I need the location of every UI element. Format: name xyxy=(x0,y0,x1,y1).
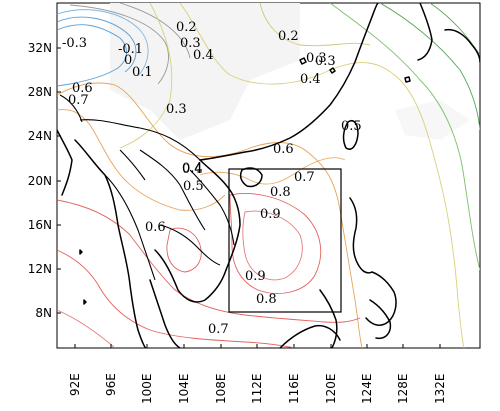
contour-label: 0.6 xyxy=(145,220,166,235)
border-misc xyxy=(119,149,146,181)
coastline-visayas xyxy=(365,271,397,326)
contour-label: -0.1 xyxy=(118,42,143,57)
contour-label: 0.4 xyxy=(300,72,321,87)
contour-label: 0.7 xyxy=(208,322,229,337)
contour-label: 0.3 xyxy=(180,36,201,51)
lon-tick-label: 112E xyxy=(250,374,264,405)
contour-label: 0.6 xyxy=(273,142,294,157)
contour-line-yellow-a xyxy=(179,3,465,348)
coastline-island-e xyxy=(83,299,87,305)
plateau-shading-small xyxy=(395,100,470,140)
lat-tick-label: 32N xyxy=(28,41,52,55)
contour-line-gray-a xyxy=(69,4,169,85)
contour-label: 0.9 xyxy=(260,207,281,222)
contour-label: 0 xyxy=(124,53,132,68)
contour-label: 0.8 xyxy=(256,292,277,307)
lon-tick-label: 128E xyxy=(396,374,410,405)
border-laos xyxy=(139,149,206,231)
contour-label: 0.5 xyxy=(183,179,204,194)
lat-tick-label: 24N xyxy=(28,129,52,143)
contour-line-yellow-b xyxy=(119,3,173,149)
lon-tick-label: 120E xyxy=(324,374,338,405)
border-china-south xyxy=(79,119,201,161)
contour-line-orange-b xyxy=(57,109,226,211)
contour-label: 0.7 xyxy=(294,170,315,185)
coastline-mindanao xyxy=(369,299,392,340)
lon-tick-label: 100E xyxy=(140,374,154,405)
border-myanmar-thailand xyxy=(104,174,156,281)
contour-line-green-a xyxy=(379,3,480,131)
plateau-shading xyxy=(110,3,300,140)
coastline-japan xyxy=(444,28,480,63)
contour-label: 0.6 xyxy=(72,81,93,96)
lat-axis: 32N 28N 24N 20N 16N 12N 8N xyxy=(28,41,61,320)
coastline-south-china xyxy=(199,3,379,161)
border-vietnam-laos xyxy=(189,169,235,246)
contour-line-gray-b xyxy=(119,3,191,59)
coastline-taiwan xyxy=(342,120,359,150)
contour-line-red-e xyxy=(166,227,202,273)
coastline-island-d xyxy=(79,249,83,255)
contour-label: 0.1 xyxy=(132,65,153,80)
lat-tick-label: 16N xyxy=(28,218,52,232)
coastline-borneo xyxy=(279,324,341,348)
coastline-island-b xyxy=(329,67,336,74)
lon-tick-label: 92E xyxy=(68,373,82,396)
contour-line-green-c xyxy=(329,3,480,271)
coastline-island-a xyxy=(299,57,307,65)
contour-labels: -0.3 -0.1 0 0.1 0.2 0.3 0.4 0.6 0.7 0.3 … xyxy=(62,20,362,337)
contour-label: 0.2 xyxy=(176,20,197,35)
contour-label: 0.4 xyxy=(182,161,203,176)
lon-axis: 92E 96E 100E 104E 108E 112E 116E 120E 12… xyxy=(68,344,447,404)
contour-line-neg-b xyxy=(57,16,137,73)
contour-line-orange-c xyxy=(199,157,346,185)
contour-label: 0.3 xyxy=(315,54,336,69)
border-thailand-cambodia xyxy=(159,224,221,266)
contour-label: 0.7 xyxy=(68,93,89,108)
coastline-vietnam xyxy=(199,159,241,271)
coastline-gulf-thailand xyxy=(154,249,227,303)
lon-tick-label: 116E xyxy=(287,374,301,405)
contour-line-yellow-c xyxy=(259,3,371,47)
contour-label: 0.8 xyxy=(270,185,291,200)
contour-line-neg-a xyxy=(57,24,127,87)
coastline-india xyxy=(57,129,73,196)
contour-line-red-c xyxy=(229,193,322,294)
study-region-box xyxy=(228,168,342,313)
lon-tick-label: 108E xyxy=(214,374,228,405)
contour-label: 0.9 xyxy=(245,269,266,284)
coastline-island-c xyxy=(404,76,411,83)
coastline-luzon xyxy=(349,197,373,274)
contour-label: 0.3 xyxy=(306,51,327,66)
lat-tick-label: 20N xyxy=(28,174,52,188)
lon-tick-label: 132E xyxy=(433,374,447,405)
border-india-bangladesh xyxy=(59,94,83,123)
contour-line-neg-c xyxy=(57,9,149,77)
contour-label: 0.2 xyxy=(278,29,299,44)
lon-tick-label: 104E xyxy=(177,374,191,405)
contour-line-red-b xyxy=(57,249,296,348)
contour-label: 0.4 xyxy=(193,48,214,63)
coastline-malay xyxy=(149,279,181,348)
contour-label: 0.5 xyxy=(341,119,362,134)
lon-tick-label: 96E xyxy=(104,373,118,396)
lat-tick-label: 12N xyxy=(28,262,52,276)
coastline-palawan xyxy=(319,289,338,348)
contour-line-red-d xyxy=(242,210,303,281)
contour-label: 0.4 xyxy=(182,162,203,177)
coastline-hainan xyxy=(239,167,263,188)
coastline-korea xyxy=(417,3,433,61)
contour-label: 0.3 xyxy=(166,102,187,117)
contour-label: -0.3 xyxy=(62,36,87,51)
lat-tick-label: 8N xyxy=(35,306,52,320)
coastline-myanmar xyxy=(74,139,147,348)
lat-tick-label: 28N xyxy=(28,85,52,99)
lon-tick-label: 124E xyxy=(360,374,374,405)
